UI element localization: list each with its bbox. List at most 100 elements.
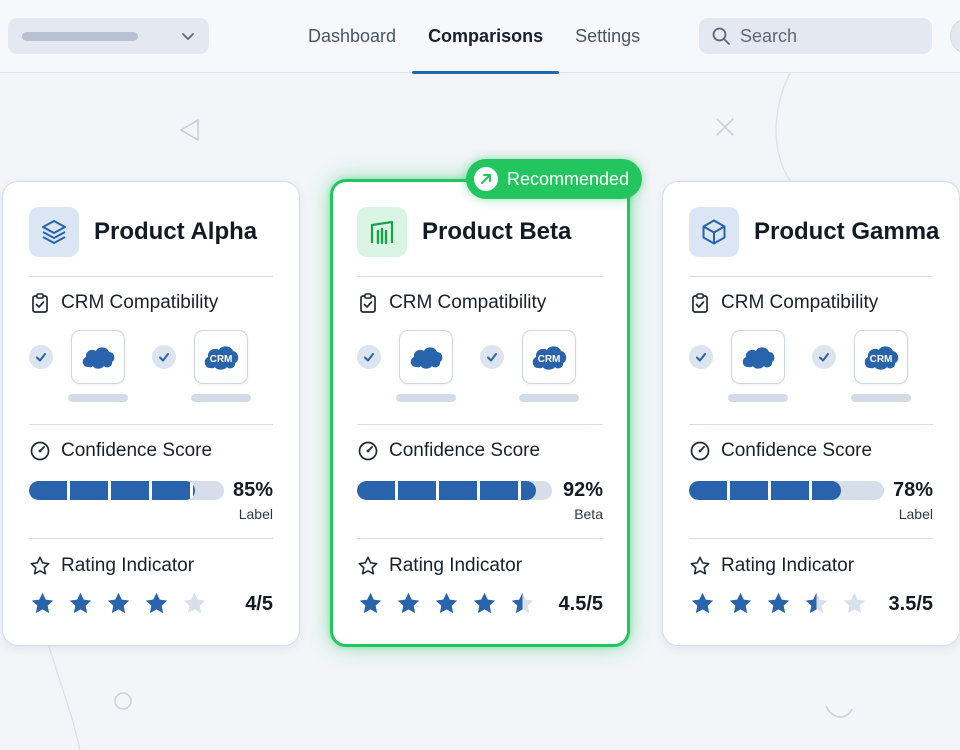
check-icon (29, 345, 53, 369)
clipboard-check-icon (360, 293, 376, 313)
chevron-down-icon (182, 33, 194, 40)
clipboard-check-icon (692, 293, 708, 313)
rating-section-title: Rating Indicator (29, 555, 194, 577)
divider (357, 538, 603, 539)
check-icon (812, 345, 836, 369)
cloud-logo-icon (399, 330, 453, 384)
crm-label-placeholder (851, 394, 911, 402)
star-filled-icon (395, 590, 422, 617)
product-name: Product Alpha (94, 218, 258, 245)
rating-value: 4.5/5 (558, 593, 603, 615)
layers-icon (29, 207, 79, 257)
main-nav: Dashboard Comparisons Settings (292, 0, 656, 74)
product-card-beta[interactable]: Recommended Product Beta CRM Compatibili… (330, 159, 642, 647)
recommended-badge: Recommended (466, 159, 642, 199)
confidence-label: Beta (574, 506, 603, 522)
crm-cloud-logo-icon: CRM (522, 330, 576, 384)
tab-dashboard[interactable]: Dashboard (308, 26, 397, 46)
crm-label-placeholder (519, 394, 579, 402)
check-icon (152, 345, 176, 369)
search-input[interactable] (740, 25, 910, 47)
workspace-select-placeholder (22, 31, 138, 41)
rating-value: 3.5/5 (888, 593, 933, 615)
rating-stars (689, 590, 868, 617)
confidence-section-title: Confidence Score (29, 440, 212, 462)
confidence-bar (29, 481, 224, 500)
star-filled-icon (689, 590, 716, 617)
star-empty-icon (181, 590, 208, 617)
divider (689, 424, 933, 425)
search-icon (712, 27, 730, 45)
star-filled-icon (29, 590, 56, 617)
star-half-icon (803, 590, 830, 617)
crm-label-placeholder (728, 394, 788, 402)
check-icon (689, 345, 713, 369)
gauge-icon (30, 441, 50, 461)
crm-label-placeholder (68, 394, 128, 402)
confidence-bar-fill (689, 481, 842, 500)
bar-chart-icon (357, 207, 407, 257)
divider (29, 538, 273, 539)
tab-comparisons[interactable]: Comparisons (412, 0, 560, 74)
crm-cloud-logo-icon: CRM (854, 330, 908, 384)
crm-integrations: CRM (29, 330, 275, 402)
star-filled-icon (105, 590, 132, 617)
search-box (699, 18, 932, 54)
rating-stars (357, 590, 536, 617)
gauge-icon (690, 441, 710, 461)
crm-section-title: CRM Compatibility (689, 292, 878, 314)
workspace-select[interactable] (8, 18, 209, 54)
star-empty-icon (841, 590, 868, 617)
crm-logo-text: CRM (538, 354, 561, 365)
confidence-section-title: Confidence Score (357, 440, 540, 462)
star-half-icon (509, 590, 536, 617)
star-outline-icon (690, 556, 710, 575)
star-filled-icon (67, 590, 94, 617)
confidence-bar (689, 481, 884, 500)
rating-stars (29, 590, 208, 617)
top-bar: Dashboard Comparisons Settings (0, 0, 960, 74)
star-filled-icon (727, 590, 754, 617)
confidence-bar-fill (357, 481, 537, 500)
confidence-label: Label (898, 506, 933, 522)
crm-label-placeholder (396, 394, 456, 402)
arrow-up-right-icon (474, 167, 498, 191)
gauge-icon (358, 441, 378, 461)
confidence-bar-fill (29, 481, 195, 500)
cloud-logo-icon (731, 330, 785, 384)
crm-integrations: CRM (689, 330, 935, 402)
star-outline-icon (358, 556, 378, 575)
crm-integrations: CRM (357, 330, 603, 402)
divider (357, 424, 603, 425)
divider (29, 276, 273, 277)
crm-logo-text: CRM (210, 354, 233, 365)
star-filled-icon (357, 590, 384, 617)
confidence-bar (357, 481, 552, 500)
crm-label-placeholder (191, 394, 251, 402)
check-icon (357, 345, 381, 369)
tab-settings[interactable]: Settings (575, 26, 641, 46)
rating-section-title: Rating Indicator (357, 555, 522, 577)
divider (689, 538, 933, 539)
confidence-value: 78% (892, 479, 933, 501)
rating-value: 4/5 (245, 593, 273, 615)
check-icon (480, 345, 504, 369)
divider (357, 276, 603, 277)
crm-section-title: CRM Compatibility (29, 292, 218, 314)
star-filled-icon (143, 590, 170, 617)
avatar[interactable] (950, 18, 960, 54)
crm-section-title: CRM Compatibility (357, 292, 546, 314)
confidence-section-title: Confidence Score (689, 440, 872, 462)
product-name: Product Beta (422, 218, 572, 245)
confidence-value: 85% (232, 479, 273, 501)
star-filled-icon (765, 590, 792, 617)
star-outline-icon (30, 556, 50, 575)
clipboard-check-icon (32, 293, 48, 313)
divider (689, 276, 933, 277)
product-card-gamma[interactable]: Product Gamma CRM Compatibility (662, 181, 960, 646)
product-card-alpha[interactable]: Product Alpha CRM Compatibility (2, 181, 300, 646)
divider (29, 424, 273, 425)
cloud-logo-icon (71, 330, 125, 384)
confidence-label: Label (238, 506, 273, 522)
star-filled-icon (471, 590, 498, 617)
